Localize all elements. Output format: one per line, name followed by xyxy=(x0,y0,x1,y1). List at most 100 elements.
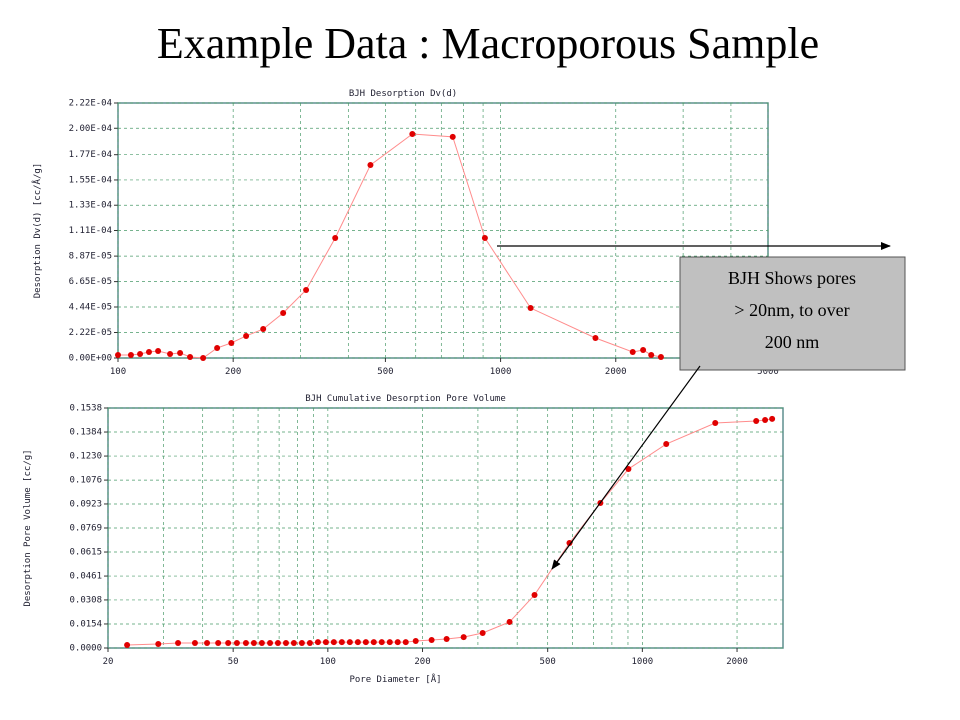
data-point xyxy=(625,466,632,473)
data-point xyxy=(629,349,636,356)
data-point xyxy=(167,350,174,357)
y-axis-label: Desorption Dv(d) [cc/Å/g] xyxy=(31,163,43,298)
data-point xyxy=(479,630,486,637)
x-tick-label: 1000 xyxy=(490,367,512,377)
y-tick-label: 0.0769 xyxy=(69,524,102,534)
data-point xyxy=(769,415,776,422)
y-tick-label: 4.44E-05 xyxy=(69,303,112,313)
y-tick-label: 0.1384 xyxy=(69,428,102,438)
chart-title: BJH Cumulative Desorption Pore Volume xyxy=(305,394,505,404)
y-tick-label: 0.0615 xyxy=(69,548,102,558)
y-tick-label: 0.1230 xyxy=(69,452,102,462)
data-point xyxy=(214,345,221,352)
data-point xyxy=(191,640,198,647)
callout-box xyxy=(679,256,906,371)
x-tick-label: 5000 xyxy=(757,367,779,377)
data-point xyxy=(124,642,131,649)
arrow xyxy=(551,365,701,570)
data-point xyxy=(640,346,647,353)
data-point xyxy=(204,640,211,647)
data-point xyxy=(137,350,144,357)
x-tick-label: 50 xyxy=(228,657,239,667)
data-point xyxy=(187,353,194,360)
data-point xyxy=(260,326,267,333)
y-tick-label: 1.77E-04 xyxy=(69,150,112,160)
y-tick-label: 1.33E-04 xyxy=(69,201,112,211)
y-tick-label: 0.1076 xyxy=(69,476,102,486)
y-tick-label: 0.0461 xyxy=(69,572,102,582)
data-point xyxy=(657,353,664,360)
y-tick-label: 2.22E-04 xyxy=(69,99,112,109)
data-point xyxy=(298,640,305,647)
data-point xyxy=(200,355,207,361)
data-point xyxy=(115,352,121,359)
data-point xyxy=(267,640,274,647)
data-point xyxy=(753,417,760,424)
y-tick-label: 0.0154 xyxy=(69,619,102,629)
x-tick-label: 500 xyxy=(540,657,556,667)
data-point xyxy=(243,332,250,339)
y-tick-label: 0.1538 xyxy=(69,404,102,414)
chart-title: BJH Desorption Dv(d) xyxy=(349,89,457,99)
data-point xyxy=(145,349,152,356)
data-point xyxy=(228,339,235,346)
data-point xyxy=(402,639,409,646)
data-point xyxy=(460,634,467,641)
slide-title: Example Data : Macroporous Sample xyxy=(157,19,819,68)
data-point xyxy=(663,441,670,448)
x-axis-label: Pore Diameter [Å] xyxy=(349,673,441,685)
data-point xyxy=(177,349,184,356)
data-point xyxy=(409,131,416,138)
data-point xyxy=(648,352,655,359)
data-point xyxy=(449,133,456,140)
callout-text: BJH Shows pores xyxy=(728,268,856,288)
data-point xyxy=(386,639,393,646)
y-axis-label: Desorption Pore Volume [cc/g] xyxy=(23,449,33,606)
x-tick-label: 500 xyxy=(377,367,393,377)
data-point xyxy=(527,305,534,312)
x-tick-label: 2000 xyxy=(726,657,748,667)
x-tick-label: 1000 xyxy=(632,657,654,667)
data-point xyxy=(370,639,377,646)
data-point xyxy=(354,639,361,646)
charts: BJH Desorption Dv(d) Desorption Dv(d) [cc… xyxy=(23,89,784,685)
data-point xyxy=(250,640,257,647)
data-point xyxy=(280,309,287,316)
data-point xyxy=(258,640,265,647)
x-tick-label: 100 xyxy=(110,367,126,377)
y-tick-label: 6.65E-05 xyxy=(69,277,112,287)
callout-text: 200 nm xyxy=(765,332,820,352)
data-point xyxy=(225,640,232,647)
data-point xyxy=(394,639,401,646)
y-tick-label: 1.11E-04 xyxy=(69,226,112,236)
data-point xyxy=(330,639,337,646)
y-tick-label: 2.22E-05 xyxy=(69,328,112,338)
data-point xyxy=(242,640,249,647)
data-point xyxy=(274,640,281,647)
data-point xyxy=(303,287,310,293)
y-tick-label: 0.0308 xyxy=(69,595,102,605)
x-tick-label: 200 xyxy=(414,657,430,667)
data-point xyxy=(531,591,538,598)
data-point xyxy=(346,639,353,646)
data-point xyxy=(566,539,573,546)
data-point xyxy=(155,347,162,354)
x-tick-label: 2000 xyxy=(605,367,627,377)
data-point xyxy=(282,640,289,647)
x-tick-label: 100 xyxy=(320,657,336,667)
data-point xyxy=(332,234,339,241)
y-tick-label: 8.87E-05 xyxy=(69,252,112,262)
data-point xyxy=(712,419,719,426)
y-tick-label: 2.00E-04 xyxy=(69,124,112,134)
data-point xyxy=(290,640,297,647)
callout-text: > 20nm, to over xyxy=(734,300,849,320)
y-tick-label: 1.55E-04 xyxy=(69,175,112,185)
data-point xyxy=(338,639,345,646)
data-point xyxy=(378,639,385,646)
data-point xyxy=(428,637,435,644)
data-point xyxy=(155,640,162,647)
y-tick-label: 0.00E+00 xyxy=(69,354,112,364)
data-point xyxy=(762,417,769,424)
data-point xyxy=(322,639,329,646)
